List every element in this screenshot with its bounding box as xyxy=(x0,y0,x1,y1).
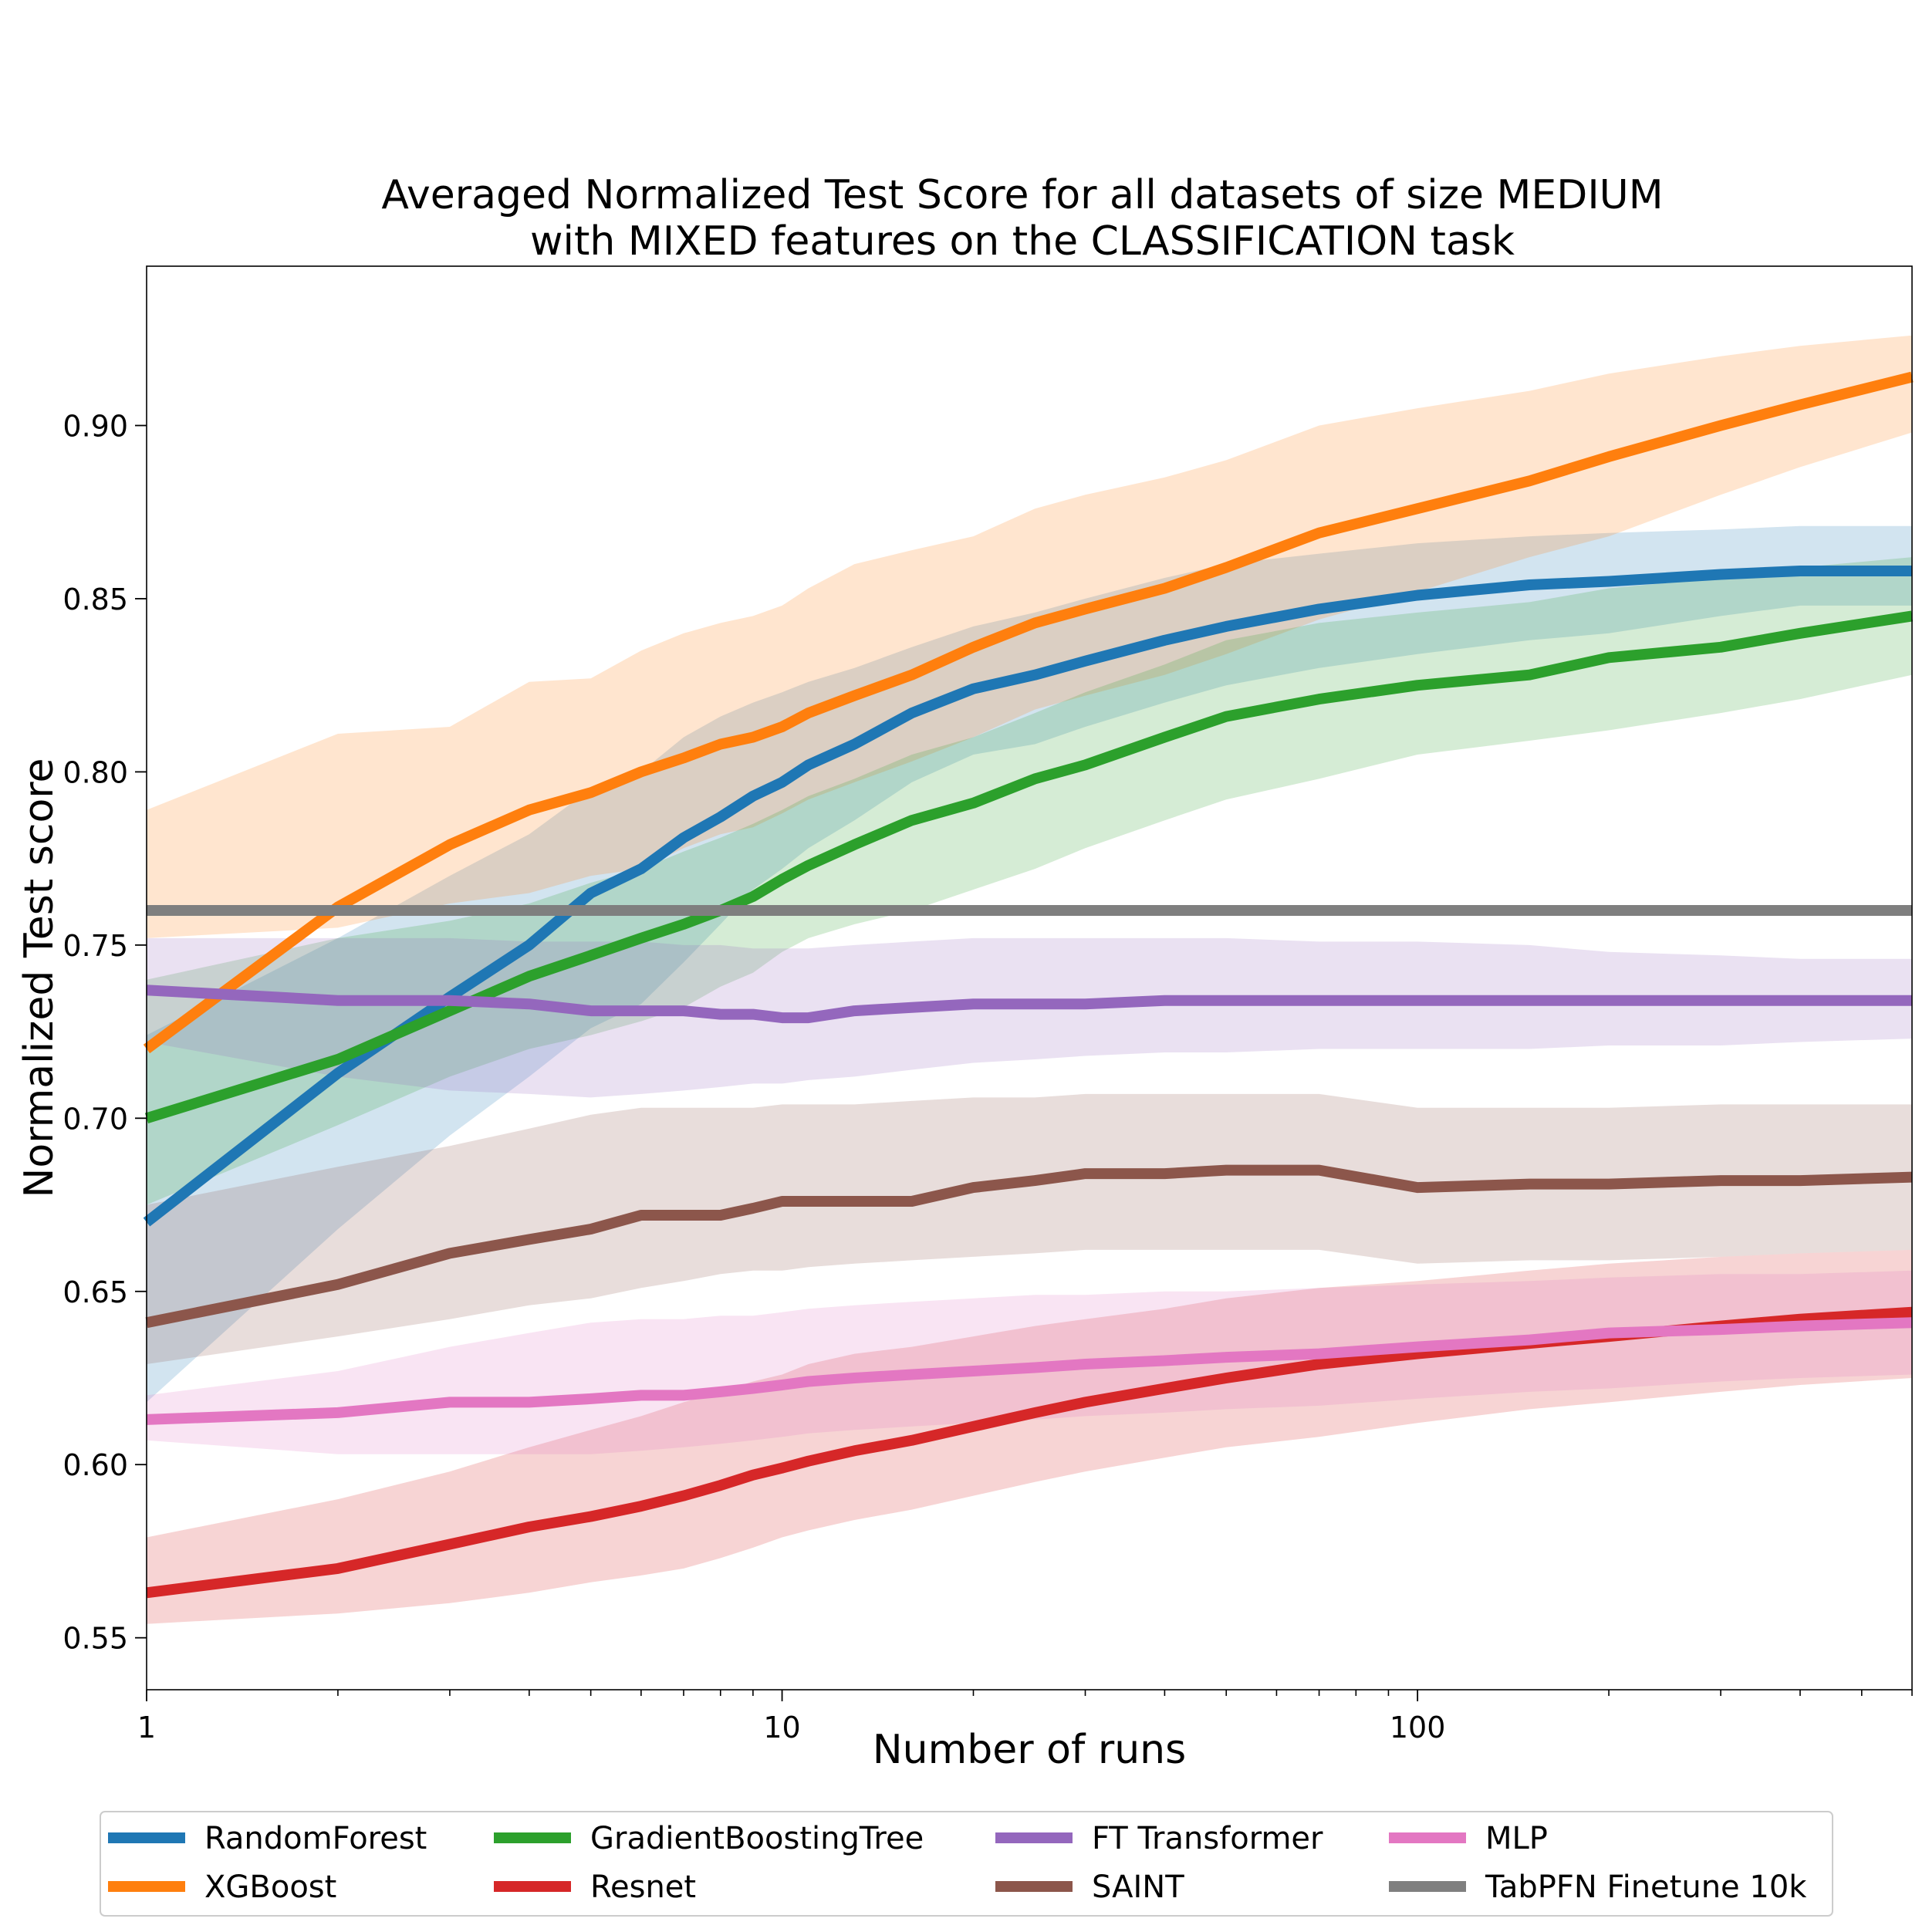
y-tick-label: 0.55 xyxy=(62,1622,128,1656)
confidence-bands xyxy=(147,335,1912,1624)
x-tick-label: 1 xyxy=(137,1711,156,1745)
y-tick-label: 0.75 xyxy=(62,929,128,963)
band-saint xyxy=(147,1093,1912,1364)
band-gradientboostingtree xyxy=(147,557,1912,1205)
line-mlp xyxy=(146,1317,1913,1425)
y-tick-label: 0.80 xyxy=(62,755,128,789)
plot-area-frame xyxy=(146,265,1913,1690)
chart-title: Averaged Normalized Test Score for all d… xyxy=(381,172,1663,265)
chart-title-line: with MIXED features on the CLASSIFICATIO… xyxy=(530,218,1515,265)
legend-label-xgboost: XGBoost xyxy=(204,1870,336,1905)
legend-label-saint: SAINT xyxy=(1092,1870,1184,1905)
x-tick-label: 100 xyxy=(1390,1711,1446,1745)
y-tick-label: 0.85 xyxy=(62,583,128,616)
legend-label-ft-transformer: FT Transformer xyxy=(1092,1821,1323,1856)
chart-title-line: Averaged Normalized Test Score for all d… xyxy=(381,172,1663,218)
legend-label-gradientboostingtree: GradientBoostingTree xyxy=(590,1821,924,1856)
x-axis-ticks: 1 10 100 xyxy=(137,1690,1913,1745)
band-ft-transformer xyxy=(147,937,1912,1098)
line-randomforest xyxy=(143,566,1912,1227)
y-tick-label: 0.60 xyxy=(62,1448,128,1482)
line-saint xyxy=(145,1164,1913,1329)
y-tick-label: 0.70 xyxy=(62,1102,128,1136)
x-tick-label: 10 xyxy=(763,1711,800,1745)
band-xgboost xyxy=(147,335,1912,938)
legend-label-resnet: Resnet xyxy=(590,1870,696,1905)
legend-label-randomforest: RandomForest xyxy=(204,1821,427,1856)
band-mlp xyxy=(147,1270,1912,1454)
line-xgboost xyxy=(143,371,1914,1054)
legend-label-mlp: MLP xyxy=(1485,1821,1548,1856)
line-gradientboostingtree xyxy=(144,610,1914,1123)
y-tick-label: 0.90 xyxy=(62,409,128,443)
line-ft-transformer xyxy=(146,985,1912,1024)
y-tick-label: 0.65 xyxy=(62,1275,128,1309)
y-axis-ticks: 0.55 0.60 0.65 0.70 0.75 0.80 0.85 0.90 xyxy=(62,409,147,1656)
y-axis-label: Normalized Test score xyxy=(16,758,62,1197)
series-lines xyxy=(143,371,1914,1599)
x-axis-label: Number of runs xyxy=(873,1727,1186,1773)
legend-label-tabpfn-finetune-10k: TabPFN Finetune 10k xyxy=(1485,1870,1807,1905)
legend: RandomForest XGBoost GradientBoostingTree R… xyxy=(100,1811,1833,1917)
